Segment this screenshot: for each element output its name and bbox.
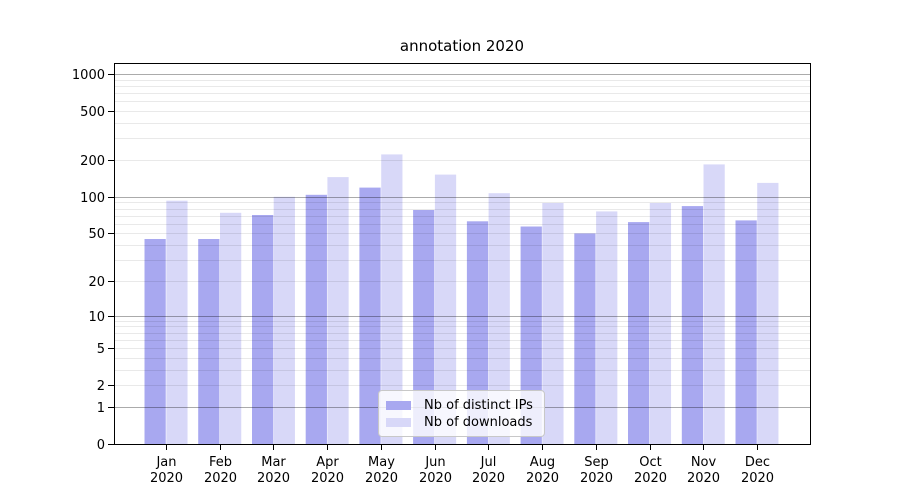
x-tick-label-year: 2020 <box>687 471 720 486</box>
x-tick-label-year: 2020 <box>311 471 344 486</box>
plot-frame <box>114 63 811 445</box>
x-tick-label-month: Jun <box>424 455 445 470</box>
x-tick-label-year: 2020 <box>741 471 774 486</box>
x-tick-label-year: 2020 <box>365 471 398 486</box>
gridlines <box>114 74 810 408</box>
bar <box>413 210 435 444</box>
bar <box>649 203 672 444</box>
bar <box>574 233 596 444</box>
x-tick-label-month: Sep <box>584 455 609 470</box>
tick-marks <box>108 74 758 450</box>
bar <box>252 215 274 444</box>
y-tick-label: 0 <box>97 438 105 453</box>
x-tick-label-month: Feb <box>209 455 232 470</box>
y-tick-label: 2 <box>97 379 105 394</box>
series-distinct-ips <box>144 187 757 444</box>
legend: Nb of distinct IPs Nb of downloads <box>378 390 545 437</box>
y-tick-label: 1 <box>97 401 105 416</box>
x-tick-label-month: May <box>368 455 395 470</box>
bar <box>198 239 220 444</box>
bar <box>542 203 564 444</box>
y-tick-label: 50 <box>88 227 105 242</box>
bar <box>144 239 166 444</box>
legend-item-distinct-ips: Nb of distinct IPs <box>386 397 536 413</box>
x-tick-label-month: Jul <box>480 455 497 470</box>
bar <box>381 154 403 444</box>
x-tick-label-month: Apr <box>316 455 339 470</box>
bar <box>520 226 542 444</box>
bar <box>305 194 327 444</box>
bar <box>735 220 757 444</box>
bar <box>596 211 618 444</box>
bar <box>166 200 188 444</box>
chart-title: annotation 2020 <box>399 37 525 55</box>
y-tick-label: 500 <box>80 105 105 120</box>
bar <box>466 221 489 444</box>
y-tick-label: 10 <box>88 310 105 325</box>
x-tick-label-year: 2020 <box>526 471 559 486</box>
x-axis-labels: Jan2020Feb2020Mar2020Apr2020May2020Jun20… <box>150 455 774 486</box>
legend-item-downloads: Nb of downloads <box>386 414 536 430</box>
legend-label-distinct-ips: Nb of distinct IPs <box>424 397 533 413</box>
legend-label-downloads: Nb of downloads <box>424 414 533 430</box>
y-tick-label: 200 <box>80 154 105 169</box>
x-tick-label-month: Nov <box>691 455 717 470</box>
x-tick-label-year: 2020 <box>472 471 505 486</box>
y-tick-label: 5 <box>97 342 105 357</box>
x-tick-label-month: Dec <box>745 455 770 470</box>
y-tick-label: 20 <box>88 275 105 290</box>
x-tick-label-year: 2020 <box>150 471 183 486</box>
bar <box>681 206 704 444</box>
bars <box>144 154 779 444</box>
x-tick-label-year: 2020 <box>419 471 452 486</box>
bar <box>757 182 779 444</box>
bar <box>628 222 650 444</box>
bar <box>327 177 349 444</box>
bar <box>273 196 295 444</box>
legend-swatch-distinct-ips-icon <box>386 400 411 410</box>
bar <box>434 174 457 444</box>
bar <box>220 212 242 444</box>
y-axis-labels: 0 1 2 5 10 20 50 100 200 500 1000 <box>72 68 105 453</box>
bar <box>488 193 510 444</box>
x-tick-label-month: Oct <box>639 455 661 470</box>
x-tick-label-year: 2020 <box>634 471 667 486</box>
y-tick-label: 1000 <box>72 68 105 83</box>
x-tick-label-year: 2020 <box>257 471 290 486</box>
legend-swatch-downloads-icon <box>386 417 411 427</box>
y-tick-label: 100 <box>80 191 105 206</box>
x-tick-label-month: Jan <box>155 455 176 470</box>
x-tick-label-year: 2020 <box>580 471 613 486</box>
x-tick-label-month: Mar <box>261 455 286 470</box>
bar <box>359 187 381 444</box>
series-downloads <box>166 154 779 444</box>
bar <box>703 164 725 444</box>
x-tick-label-year: 2020 <box>204 471 237 486</box>
x-tick-label-month: Aug <box>530 455 555 470</box>
